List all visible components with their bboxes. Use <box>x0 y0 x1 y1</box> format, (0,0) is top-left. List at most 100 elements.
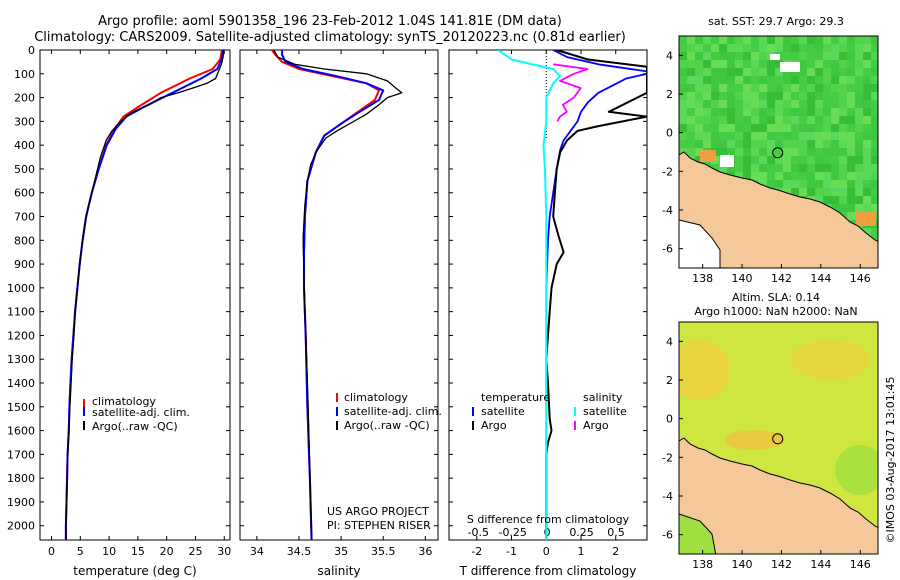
sst-cell <box>847 180 855 188</box>
sst-map-ticks: 138 140 142 144 146 4 2 0 -2 -4 -6 <box>662 49 871 285</box>
sst-cell <box>743 108 751 116</box>
sst-cell <box>807 68 815 76</box>
series-line-4 <box>553 63 589 122</box>
sst-map-title: sat. SST: 29.7 Argo: 29.3 <box>708 15 844 28</box>
sst-cell <box>839 140 847 148</box>
sst-cell <box>847 44 855 52</box>
sst-cell <box>751 36 759 44</box>
sst-cell <box>775 156 783 164</box>
y-tick-label: 400 <box>14 139 35 152</box>
sst-cell <box>871 188 878 196</box>
sst-cell <box>727 36 735 44</box>
lat-tick-label: -4 <box>662 490 673 503</box>
sst-cell <box>831 204 839 212</box>
sst-cell <box>871 44 878 52</box>
sst-cell <box>855 100 863 108</box>
sst-cell <box>783 164 791 172</box>
sst-cell <box>847 36 855 44</box>
sst-cell <box>863 228 871 236</box>
sst-cell <box>735 60 743 68</box>
s-tick-label: 0.5 <box>607 526 625 539</box>
sst-cell <box>703 124 711 132</box>
sst-cell <box>847 132 855 140</box>
sst-cell <box>863 132 871 140</box>
sst-cell <box>815 36 823 44</box>
sst-cell <box>847 76 855 84</box>
sst-cell <box>807 52 815 60</box>
sst-cell <box>823 116 831 124</box>
sst-cell <box>863 196 871 204</box>
sst-cell <box>727 148 735 156</box>
sst-cell <box>743 68 751 76</box>
sst-map-frame <box>678 35 879 269</box>
sst-cell <box>847 204 855 212</box>
sst-cell <box>687 148 695 156</box>
sst-cell <box>839 124 847 132</box>
s-tick-label: 0.25 <box>569 526 594 539</box>
sst-cell <box>751 164 759 172</box>
sst-cell <box>871 68 878 76</box>
sst-cell <box>767 68 775 76</box>
sst-cell <box>743 44 751 52</box>
sst-cell <box>799 100 807 108</box>
sst-cell <box>871 148 878 156</box>
argo-float-marker <box>772 433 784 445</box>
sst-cell <box>679 76 687 84</box>
sst-cell <box>831 172 839 180</box>
sst-cell <box>863 100 871 108</box>
sla-anomaly <box>790 340 870 380</box>
sst-cell <box>791 84 799 92</box>
sst-cell <box>807 84 815 92</box>
sla-anomaly <box>679 340 730 400</box>
sst-cell <box>735 140 743 148</box>
sst-cell <box>711 76 719 84</box>
sst-cell <box>775 148 783 156</box>
sst-cell <box>767 148 775 156</box>
sst-cell <box>735 100 743 108</box>
sst-cell <box>823 52 831 60</box>
sst-cell <box>823 140 831 148</box>
sst-cell <box>823 100 831 108</box>
sst-cell <box>687 140 695 148</box>
sst-cell <box>799 148 807 156</box>
sst-cell <box>767 84 775 92</box>
legend-label-s-argo: Argo <box>583 419 609 432</box>
sst-cell <box>863 164 871 172</box>
sst-cell <box>767 172 775 180</box>
y-tick-label: 600 <box>14 187 35 200</box>
sst-cell <box>783 36 791 44</box>
sst-cell <box>815 180 823 188</box>
sst-cell <box>831 76 839 84</box>
sst-cell <box>839 196 847 204</box>
sst-cell <box>847 164 855 172</box>
sst-cell <box>775 92 783 100</box>
sst-cell <box>823 44 831 52</box>
x-tick-label: 36 <box>418 545 432 558</box>
sst-cell <box>815 188 823 196</box>
sst-cell <box>759 116 767 124</box>
sla-map: Altim. SLA: 0.14 Argo h1000: NaN h2000: … <box>662 291 879 571</box>
x-tick-label: 35.5 <box>371 545 396 558</box>
sst-cell <box>775 36 783 44</box>
sst-cell <box>839 108 847 116</box>
sst-cell <box>719 116 727 124</box>
sst-cell <box>783 188 791 196</box>
sst-cell <box>855 140 863 148</box>
sst-cell <box>743 116 751 124</box>
sst-cell <box>815 116 823 124</box>
sst-cell <box>679 92 687 100</box>
y-tick-label: 200 <box>14 92 35 105</box>
sst-cell <box>863 52 871 60</box>
sla-map-ticks: 138 140 142 144 146 4 2 0 -2 -4 -6 <box>662 335 871 571</box>
sst-cell <box>767 44 775 52</box>
sst-cell <box>839 132 847 140</box>
sst-cell <box>719 92 727 100</box>
sst-cell <box>855 52 863 60</box>
sst-cell <box>679 100 687 108</box>
sst-map-field <box>679 36 878 268</box>
sst-cell <box>855 148 863 156</box>
sst-cell <box>775 140 783 148</box>
sst-cell <box>815 132 823 140</box>
sst-cell <box>751 52 759 60</box>
sst-cell <box>783 116 791 124</box>
